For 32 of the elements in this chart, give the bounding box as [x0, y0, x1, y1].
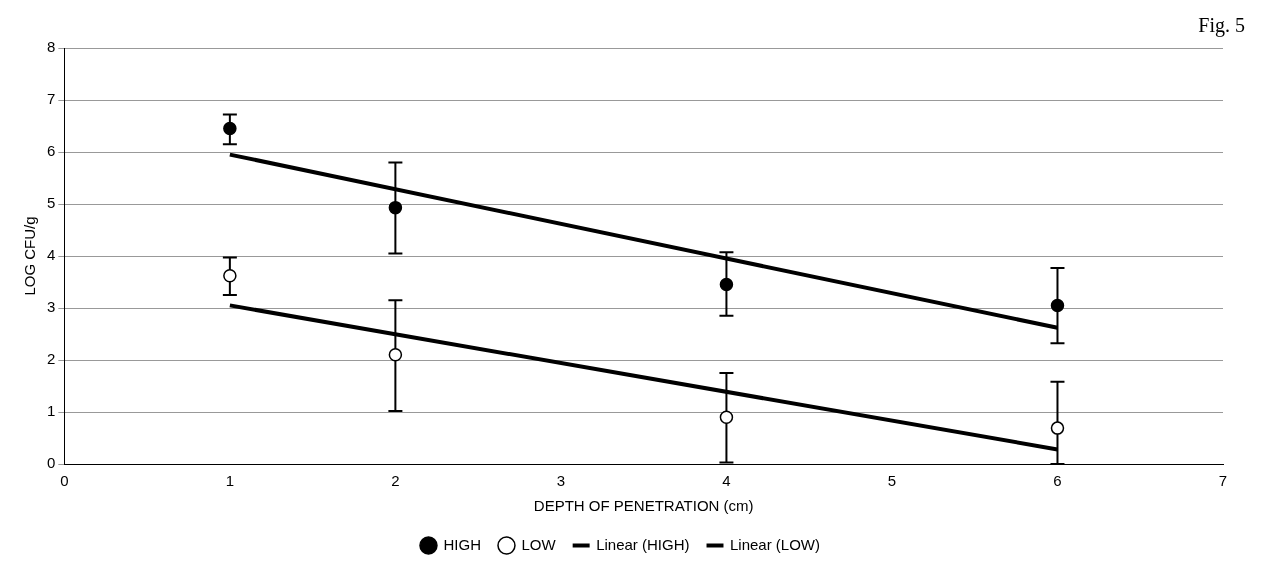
x-tick-label: 1: [225, 472, 235, 490]
x-tick-label: 0: [60, 472, 69, 490]
legend-label: HIGH: [443, 535, 481, 553]
point: [719, 277, 734, 292]
legend-label: LOW: [521, 535, 557, 553]
y-tick-label: 7: [47, 90, 56, 108]
x-tick-label: 2: [391, 472, 400, 490]
y-tick-label: 5: [47, 194, 56, 212]
x-tick-label: 4: [722, 472, 731, 490]
point: [719, 410, 734, 424]
legend-label: Linear (LOW): [730, 535, 821, 553]
y-tick-label: 0: [47, 454, 56, 472]
y-tick-label: 6: [47, 142, 56, 160]
point: [223, 269, 237, 283]
y-tick-label: 1: [47, 402, 56, 420]
y-axis-title: LOG CFU/g: [21, 216, 39, 296]
y-tick-label: 4: [47, 246, 56, 264]
x-axis-title: DEPTH OF PENETRATION (cm): [533, 497, 754, 515]
y-tick-label: 3: [47, 298, 56, 316]
point: [223, 121, 237, 136]
legend-label: Linear (HIGH): [596, 535, 690, 553]
point: [1050, 421, 1065, 435]
point: [388, 348, 403, 362]
x-tick-label: 6: [1053, 472, 1062, 490]
y-tick-label: 8: [47, 38, 56, 56]
y-tick-label: 2: [47, 350, 56, 368]
point: [388, 200, 403, 215]
x-tick-label: 7: [1218, 472, 1228, 490]
caption: Fig. 5: [1198, 14, 1245, 37]
x-tick-label: 3: [556, 472, 566, 490]
point: [1050, 298, 1065, 313]
x-tick-label: 5: [887, 472, 897, 490]
